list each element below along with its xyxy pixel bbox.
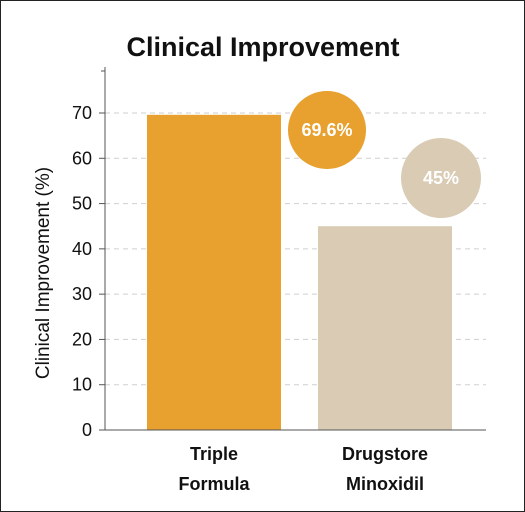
value-badge-2 [401, 138, 481, 218]
y-tick-label: 50 [72, 194, 92, 214]
y-tick-label: 70 [72, 103, 92, 123]
y-tick-label: 20 [72, 329, 92, 349]
x-tick-label: Drugstore [342, 444, 428, 464]
bar-1 [147, 114, 281, 430]
bar-2 [318, 226, 452, 430]
y-tick-label: 0 [82, 420, 92, 440]
chart-title: Clinical Improvement [126, 32, 399, 62]
y-axis-label: Clinical Improvement (%) [33, 167, 54, 379]
x-tick-label: Triple [190, 444, 238, 464]
y-tick-label: 10 [72, 375, 92, 395]
y-tick-label: 60 [72, 148, 92, 168]
y-tick-label: 40 [72, 239, 92, 259]
data-label-2: 45% [423, 168, 459, 188]
y-tick-label: 30 [72, 284, 92, 304]
x-tick-label: Minoxidil [346, 474, 424, 494]
x-tick-label: Formula [178, 474, 250, 494]
value-badge-1 [288, 91, 366, 169]
data-label-1: 69.6% [301, 120, 352, 140]
